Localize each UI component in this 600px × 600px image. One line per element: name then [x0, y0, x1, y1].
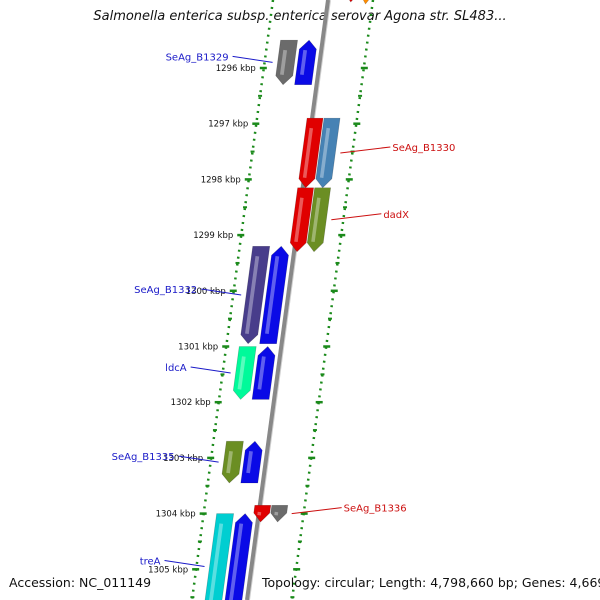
gene-label: SeAg_B1336	[344, 504, 407, 515]
gene-feature-SeAg_B1329	[275, 39, 298, 86]
gene-highlight	[246, 450, 253, 474]
gene-arrow-SeAg_B1336	[253, 504, 272, 523]
gene-arrow-ldcA	[251, 346, 276, 400]
scale-tick-label: 1297 kbp	[208, 120, 248, 130]
gene-leader-line	[232, 55, 273, 63]
gene-highlight	[280, 49, 288, 75]
gene-label: treA	[140, 557, 161, 568]
gene-highlight	[209, 523, 224, 600]
accession-info: Accession: NC_011149	[9, 575, 152, 590]
gene-highlight	[237, 356, 246, 390]
gene-highlight	[245, 255, 260, 334]
scale-tick-label: 1298 kbp	[201, 175, 241, 185]
gene-feature-SeAg_B1330	[315, 117, 341, 189]
gene-label: SeAg_B1335	[112, 452, 175, 463]
scale-tick-label: 1302 kbp	[171, 398, 211, 408]
gene-label: ldcA	[165, 363, 187, 374]
gene-highlight	[226, 450, 233, 474]
scale-tick-label: 1305 kbp	[148, 565, 188, 575]
gene-leader-line	[331, 213, 382, 221]
gene-arrow-dadX	[289, 187, 314, 253]
partial-gene-top-2	[362, 0, 370, 5]
gene-leader-line	[201, 288, 242, 296]
gene-label: SeAg_B1330	[392, 143, 455, 154]
gene-label: SeAg_B1329	[166, 52, 229, 63]
gene-leader-line	[190, 366, 231, 374]
gene-leader-line	[178, 455, 219, 463]
gene-leader-line	[291, 507, 342, 515]
scale-tick-label: 1296 kbp	[216, 64, 256, 74]
gene-highlight	[265, 255, 280, 334]
gene-arrow-SeAg_B1329	[294, 39, 317, 86]
genome-title: Salmonella enterica subsp. enterica sero…	[93, 9, 507, 24]
gene-highlight	[300, 49, 308, 75]
gene-highlight	[229, 523, 244, 600]
gene-feature-SeAg_B1336	[270, 504, 289, 523]
scale-tick-label: 1299 kbp	[193, 231, 233, 241]
scale-tick-label: 1300 kbp	[186, 287, 226, 297]
gene-highlight	[257, 356, 266, 390]
scale-tick-label: 1301 kbp	[178, 343, 218, 353]
gene-feature-dadX	[306, 187, 331, 253]
outer-guide-line	[290, 0, 375, 600]
topology-info: Topology: circular; Length: 4,798,660 bp…	[262, 575, 600, 590]
gene-feature-SeAg_B1332	[240, 245, 271, 345]
scale-tick-label: 1304 kbp	[156, 510, 196, 520]
gene-arrow-SeAg_B1335	[240, 440, 263, 484]
gene-arrow-SeAg_B1332	[259, 245, 289, 345]
gene-arrow-SeAg_B1330	[298, 117, 324, 189]
gene-highlight	[294, 197, 304, 243]
scale-tick-label: 1303 kbp	[163, 454, 203, 464]
partial-gene-top	[349, 0, 353, 3]
gene-feature-ldcA	[232, 346, 257, 400]
gene-label: SeAg_B1332	[134, 285, 197, 296]
gene-feature-treA	[204, 513, 235, 600]
gene-highlight	[302, 127, 314, 178]
backbone-line	[245, 0, 330, 600]
gene-label: dadX	[383, 210, 409, 221]
gene-highlight	[319, 127, 331, 178]
gene-leader-line	[340, 146, 391, 154]
gene-leader-line	[164, 560, 205, 568]
inner-guide-line	[190, 0, 275, 600]
gene-feature-SeAg_B1335	[221, 440, 244, 484]
gene-arrow-treA	[224, 513, 253, 600]
gene-highlight	[311, 197, 321, 243]
